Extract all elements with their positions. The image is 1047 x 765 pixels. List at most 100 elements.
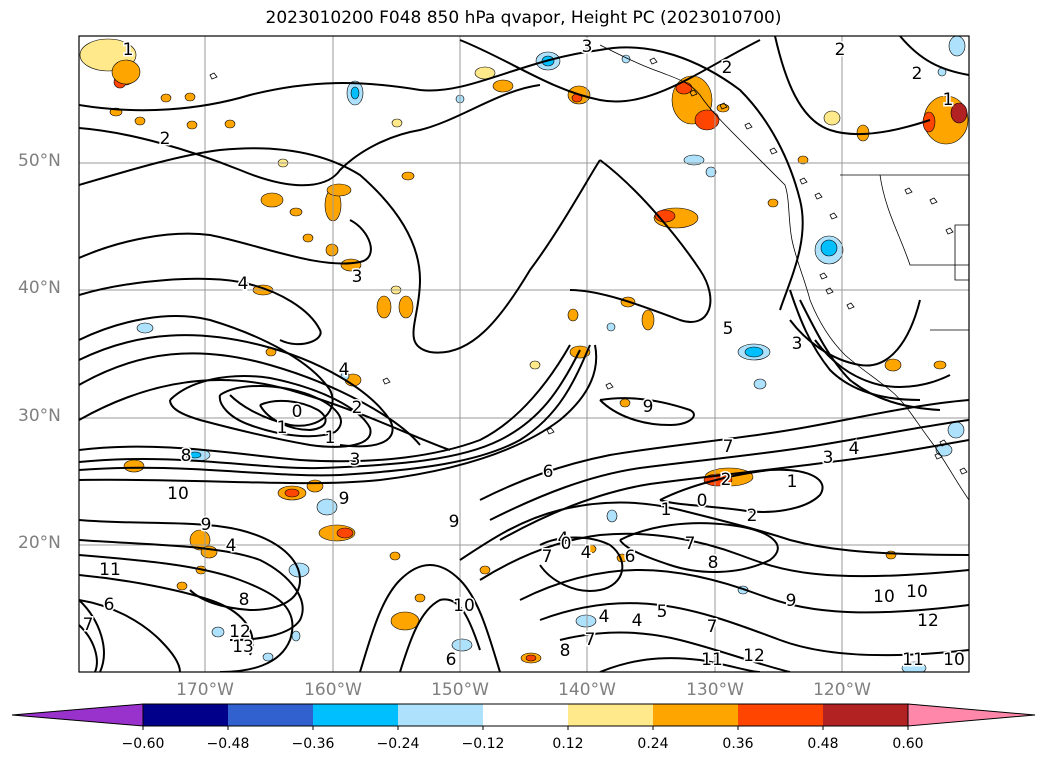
- contour-label: 8: [239, 590, 250, 610]
- colorbar-bin: [738, 704, 823, 726]
- moisture-patch: [575, 614, 597, 628]
- contour-label: 1: [661, 500, 672, 520]
- island-outline: [934, 452, 943, 460]
- map-background: [79, 36, 969, 672]
- contour-label: 10: [906, 582, 928, 602]
- contour-label: 3: [823, 448, 834, 468]
- moisture-patch: [492, 79, 514, 93]
- contour-line: [79, 344, 571, 463]
- moisture-patch: [901, 661, 927, 672]
- contour-label: 10: [873, 587, 895, 607]
- colorbar-extend-low: [11, 703, 144, 727]
- contour-label: 0: [697, 491, 708, 511]
- moisture-patch: [401, 171, 415, 181]
- moisture-patch: [606, 509, 618, 523]
- moisture-shading: [79, 36, 969, 672]
- contour-line: [79, 624, 98, 672]
- island-outline: [719, 102, 728, 110]
- contour-label: 11: [99, 560, 121, 580]
- moisture-patch: [884, 358, 902, 372]
- colorbar-tick-label: 0.12: [552, 736, 584, 752]
- contour-line: [814, 339, 951, 388]
- moisture-patch: [325, 243, 339, 257]
- contour-line: [799, 299, 941, 411]
- contour-line: [789, 289, 921, 401]
- contour-line: [218, 385, 342, 438]
- contour-line: [79, 147, 601, 354]
- island-outline: [959, 467, 968, 475]
- lat-label: 50°N: [18, 151, 61, 171]
- contour-line: [79, 334, 394, 448]
- island-outline: [605, 382, 614, 390]
- contour-line: [79, 49, 601, 112]
- contour-label: 5: [723, 319, 734, 339]
- island-outline: [799, 177, 808, 185]
- contour-label: 7: [707, 617, 718, 637]
- moisture-patch: [529, 360, 541, 370]
- contour-label: 7: [83, 615, 94, 635]
- contour-line: [359, 564, 501, 672]
- moisture-patch: [224, 119, 236, 129]
- island-outline: [819, 272, 828, 280]
- moisture-patch: [111, 59, 141, 85]
- moisture-patch: [134, 116, 146, 126]
- contour-label: 2: [352, 398, 363, 418]
- coastline-segment: [954, 224, 969, 281]
- contour-line: [459, 39, 761, 103]
- moisture-patch: [414, 593, 426, 603]
- moisture-patch: [705, 166, 717, 178]
- contour-label: 2: [722, 58, 733, 78]
- island-outline: [546, 427, 555, 435]
- moisture-patch: [123, 459, 145, 473]
- contour-line: [789, 299, 921, 367]
- height-contours: [79, 36, 969, 672]
- lat-label: 40°N: [18, 278, 61, 298]
- contour-line: [79, 554, 294, 672]
- contour-line: [599, 657, 761, 672]
- contour-line: [79, 344, 591, 477]
- contour-label: 4: [599, 607, 610, 627]
- moisture-patch: [947, 421, 965, 439]
- colorbar-bin: [228, 704, 313, 726]
- moisture-patch: [136, 322, 154, 334]
- moisture-patch: [567, 308, 579, 322]
- contour-label: 11: [902, 650, 924, 670]
- island-outline: [382, 377, 391, 385]
- moisture-patch: [336, 527, 354, 539]
- contour-label: 3: [582, 37, 593, 57]
- contour-line: [569, 159, 712, 323]
- contour-label: 9: [201, 515, 212, 535]
- contour-label: 9: [786, 591, 797, 611]
- moisture-patch: [820, 239, 838, 257]
- island-outline: [945, 227, 954, 235]
- island-outline: [649, 57, 658, 65]
- map-frame: [78, 35, 970, 673]
- island-outline: [769, 147, 778, 155]
- contour-label: 12: [229, 622, 251, 642]
- contour-line: [79, 349, 581, 470]
- moisture-patch: [950, 102, 968, 124]
- lon-label: 170°W: [176, 680, 234, 700]
- moisture-patch: [188, 451, 202, 459]
- lon-label: 130°W: [686, 680, 744, 700]
- island-outline: [689, 89, 698, 97]
- colorbar-tick-label: −0.24: [376, 736, 420, 752]
- moisture-patch: [767, 198, 779, 208]
- contour-label: 4: [849, 439, 860, 459]
- contour-line: [79, 84, 541, 187]
- moisture-patch: [291, 630, 301, 642]
- island-outline: [929, 197, 938, 205]
- contour-label: 0: [292, 402, 303, 422]
- contour-label: 4: [238, 274, 249, 294]
- colorbar-tick-label: −0.48: [206, 736, 250, 752]
- colorbar-bin: [823, 704, 908, 726]
- contour-line: [79, 539, 304, 641]
- colorbar-tick-label: −0.12: [461, 736, 505, 752]
- moisture-patch: [753, 378, 767, 390]
- coastline-segment: [879, 174, 969, 266]
- moisture-patch: [160, 93, 172, 103]
- contour-label: 4: [558, 529, 569, 549]
- contour-label: 0: [561, 534, 572, 554]
